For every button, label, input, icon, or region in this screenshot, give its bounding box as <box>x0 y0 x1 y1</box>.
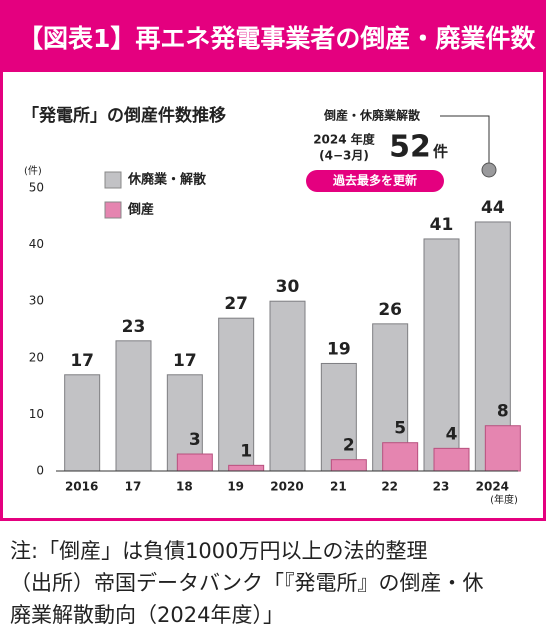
x-tick-label: 19 <box>227 480 244 494</box>
legend-label: 休廃業・解散 <box>127 172 207 188</box>
y-tick-label: 20 <box>29 350 44 364</box>
bar <box>269 300 306 472</box>
value-label: 2 <box>343 436 355 456</box>
annotation-months: (4−3月) <box>319 149 369 163</box>
value-label: 26 <box>378 300 402 320</box>
annotation-leader <box>440 115 490 168</box>
legend-label: 倒産 <box>127 202 154 218</box>
value-label: 5 <box>394 419 406 439</box>
bar <box>433 447 470 472</box>
value-label: 30 <box>276 277 300 297</box>
x-tick-label: 17 <box>125 480 142 494</box>
y-tick-label: 50 <box>29 181 44 195</box>
chart-title: 「発電所」の倒産件数推移 <box>22 105 226 126</box>
value-label: 4 <box>446 424 458 444</box>
bar <box>423 238 460 472</box>
annotation-unit: 件 <box>433 143 448 161</box>
header-band <box>0 0 546 72</box>
header-title: 【図表1】再エネ発電事業者の倒産・廃業件数 <box>18 24 536 53</box>
value-label: 17 <box>173 351 197 371</box>
annotation-value: 52 <box>389 130 431 165</box>
y-tick-label: 30 <box>29 294 44 308</box>
value-label: 23 <box>122 317 146 337</box>
value-label: 8 <box>497 402 509 422</box>
annotation-dot <box>481 162 497 178</box>
y-tick-label: 40 <box>29 237 44 251</box>
bar <box>228 464 265 472</box>
y-axis-label: (件) <box>24 165 42 177</box>
x-tick-label: 18 <box>176 480 193 494</box>
annotation-badge-text: 過去最多を更新 <box>332 173 417 188</box>
value-label: 1 <box>240 441 252 461</box>
annotation-label: 倒産・休廃業解散 <box>323 108 421 123</box>
legend-swatch <box>104 171 122 189</box>
bar <box>115 340 152 472</box>
value-label: 3 <box>189 430 201 450</box>
value-label: 19 <box>327 339 351 359</box>
x-tick-label: 2024 <box>476 480 509 494</box>
bar <box>382 442 419 472</box>
y-tick-label: 10 <box>29 407 44 421</box>
bar <box>320 362 357 472</box>
x-axis-label: (年度) <box>490 493 518 506</box>
y-tick-label: 0 <box>36 464 44 478</box>
annotation-badge <box>306 170 444 192</box>
x-tick-label: 22 <box>381 480 398 494</box>
x-tick-label: 2020 <box>270 480 303 494</box>
value-label: 44 <box>481 198 505 218</box>
legend-swatch <box>104 201 122 219</box>
value-label: 27 <box>224 294 248 314</box>
bar <box>484 425 521 472</box>
note: 廃業解散動向（2024年度）」 <box>10 603 284 627</box>
value-label: 41 <box>430 215 454 235</box>
note: （出所）帝国データバンク「『発電所』の倒産・休 <box>10 571 484 595</box>
note: 注:「倒産」は負債1000万円以上の法的整理 <box>10 539 428 563</box>
bar <box>330 459 367 472</box>
bar <box>176 453 213 472</box>
x-tick-label: 2016 <box>65 480 98 494</box>
bar <box>218 317 255 472</box>
bar <box>64 374 101 472</box>
x-tick-label: 21 <box>330 480 347 494</box>
frame <box>0 0 546 521</box>
x-tick-label: 23 <box>433 480 450 494</box>
annotation-period: 2024 年度 <box>313 132 376 147</box>
value-label: 17 <box>70 351 94 371</box>
